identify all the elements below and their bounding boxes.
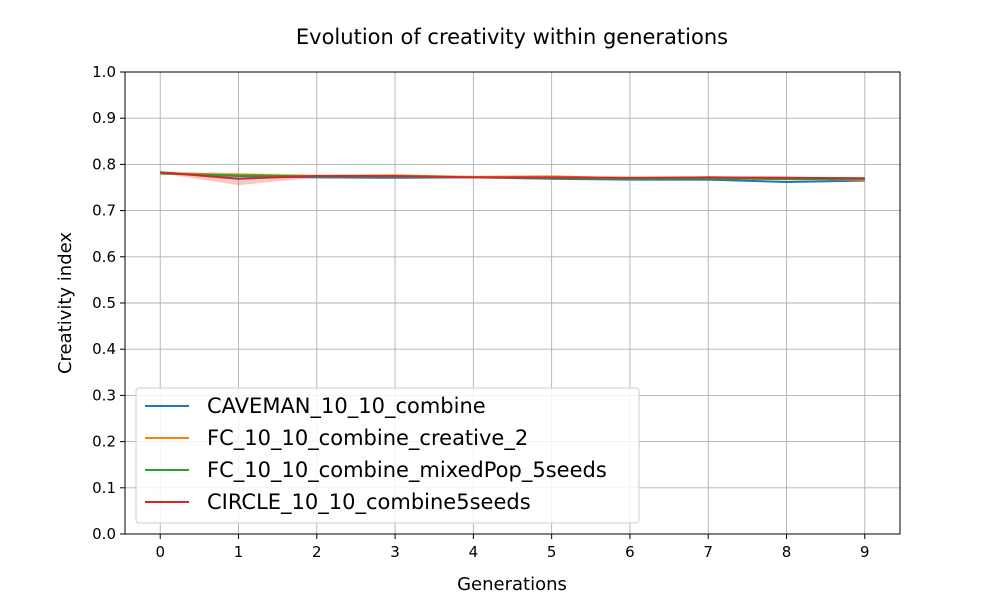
series-lines bbox=[160, 171, 865, 183]
legend-entry: FC_10_10_combine_creative_2 bbox=[207, 426, 528, 451]
x-axis-label: Generations bbox=[457, 574, 567, 595]
y-tick-label: 0.8 bbox=[92, 155, 116, 173]
y-axis-label: Creativity index bbox=[55, 232, 76, 374]
band-series-3 bbox=[160, 171, 865, 186]
legend-entry: FC_10_10_combine_mixedPop_5seeds bbox=[207, 458, 607, 483]
line-series-3 bbox=[160, 171, 865, 180]
legend-box bbox=[135, 387, 640, 524]
y-tick-label: 0.5 bbox=[92, 294, 116, 312]
y-tick-label: 0.2 bbox=[92, 433, 116, 451]
y-tick-label: 0.3 bbox=[92, 386, 116, 404]
y-axis-ticks: 0.0 0.1 0.2 0.3 0.4 0.5 0.6 0.7 0.8 0.9 1.0 bbox=[92, 63, 125, 543]
x-tick-label: 5 bbox=[547, 543, 557, 561]
x-tick-label: 8 bbox=[782, 543, 792, 561]
x-axis-ticks: 0 1 2 3 4 5 6 7 8 9 bbox=[155, 534, 870, 561]
legend-entry: CIRCLE_10_10_combine5seeds bbox=[207, 490, 531, 515]
y-tick-label: 0.0 bbox=[92, 525, 116, 543]
x-tick-label: 2 bbox=[312, 543, 322, 561]
y-tick-label: 0.1 bbox=[92, 479, 116, 497]
y-tick-label: 1.0 bbox=[92, 63, 116, 81]
legend: CAVEMAN_10_10_combine FC_10_10_combine_cr… bbox=[135, 387, 640, 524]
legend-entry: CAVEMAN_10_10_combine bbox=[207, 394, 486, 419]
chart-title: Evolution of creativity within generatio… bbox=[296, 25, 728, 49]
x-tick-label: 1 bbox=[234, 543, 244, 561]
y-tick-label: 0.7 bbox=[92, 202, 116, 220]
x-tick-label: 9 bbox=[860, 543, 870, 561]
x-tick-label: 0 bbox=[155, 543, 165, 561]
x-tick-label: 7 bbox=[703, 543, 713, 561]
y-tick-label: 0.9 bbox=[92, 109, 116, 127]
x-tick-label: 3 bbox=[390, 543, 400, 561]
y-tick-label: 0.4 bbox=[92, 340, 116, 358]
x-tick-label: 6 bbox=[625, 543, 635, 561]
y-tick-label: 0.6 bbox=[92, 248, 116, 266]
x-tick-label: 4 bbox=[469, 543, 479, 561]
